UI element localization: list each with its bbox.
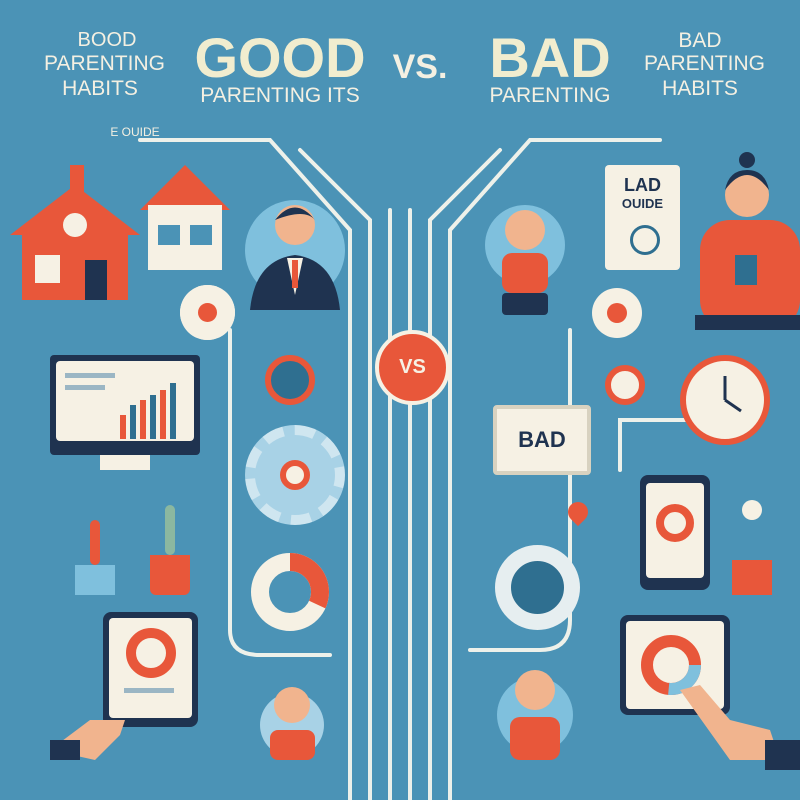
title-left-line2: PARENTING	[44, 52, 165, 75]
house-icon	[10, 165, 140, 300]
title-vs: VS.	[392, 48, 448, 86]
bad-sign-label: BAD	[518, 427, 566, 452]
plant-pot-icon	[70, 510, 120, 595]
baby-avatar	[480, 195, 570, 320]
father-avatar	[245, 180, 345, 310]
target-icon	[605, 365, 645, 405]
donut-chart	[248, 550, 333, 635]
mother-avatar	[695, 140, 800, 330]
bad-guide-document: LAD OUIDE	[605, 165, 680, 270]
title-left-line3: HABITS	[62, 77, 138, 100]
phone-icon	[640, 475, 710, 590]
hand-icon	[50, 680, 130, 760]
house-icon	[140, 165, 230, 270]
flower-icon	[180, 285, 235, 340]
baby-avatar	[495, 655, 575, 760]
target-icon	[265, 355, 315, 405]
gear-icon	[495, 545, 580, 630]
plant-pot-icon	[145, 500, 195, 595]
bad-guide-subtitle: OUIDE	[621, 196, 664, 211]
title-right-line2: PARENTING	[644, 52, 765, 75]
hand-icon	[670, 680, 800, 770]
monitor-chart	[50, 355, 200, 470]
title-good-subtitle: PARENTING ITS	[200, 84, 360, 107]
left-guide-label: E OUIDE	[110, 125, 160, 139]
title-bad-subtitle: PARENTING	[489, 84, 611, 107]
title-right-line3: HABITS	[662, 77, 738, 100]
title-right-line1: BAD	[678, 29, 722, 52]
gear-icon	[245, 425, 345, 525]
vs-badge: VS	[375, 330, 450, 405]
vs-badge-label: VS	[399, 356, 426, 378]
bad-sign: BAD	[493, 405, 591, 475]
title-bad: BAD	[489, 26, 611, 89]
plant-pot-icon	[730, 500, 775, 595]
title-good: GOOD	[194, 26, 366, 89]
title-left-line1: BOOD	[77, 29, 137, 51]
bad-guide-title: LAD	[624, 175, 661, 195]
flower-icon	[592, 288, 642, 338]
clock-icon	[680, 355, 770, 445]
baby-avatar	[260, 675, 325, 760]
tablet-icon	[103, 612, 198, 727]
